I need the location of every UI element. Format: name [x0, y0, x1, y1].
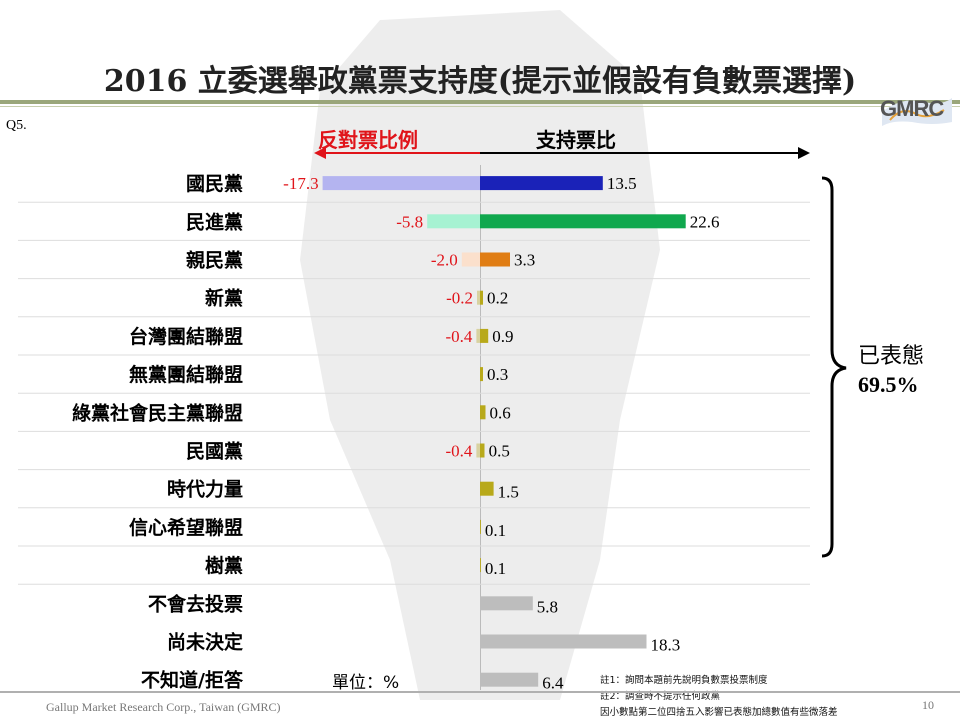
positive-bar	[480, 596, 533, 611]
negative-value-label: -0.4	[445, 327, 472, 346]
page-number: 10	[922, 698, 934, 712]
positive-bar	[480, 519, 481, 534]
positive-value-label: 3.3	[514, 251, 535, 270]
negative-value-label: -0.4	[445, 442, 472, 461]
positive-value-label: 0.9	[492, 327, 513, 346]
negative-bar	[476, 443, 480, 458]
positive-bar	[480, 176, 603, 191]
category-label: 尚未決定	[167, 631, 243, 654]
positive-bar	[480, 328, 489, 343]
positive-value-label: 13.5	[607, 174, 637, 193]
footer-rule	[0, 691, 960, 693]
negative-header: 反對票比例	[318, 128, 418, 152]
category-label: 台灣團結聯盟	[129, 325, 243, 348]
positive-bar	[480, 481, 494, 496]
negative-value-label: -5.8	[396, 212, 423, 231]
header-arrows	[314, 147, 810, 159]
positive-header: 支持票比	[536, 128, 616, 152]
footer-text: Gallup Market Research Corp., Taiwan (GM…	[46, 700, 281, 714]
category-label: 不會去投票	[148, 592, 243, 615]
negative-bar	[427, 214, 480, 229]
positive-bar	[480, 214, 686, 229]
group-value: 69.5%	[858, 372, 919, 397]
positive-value-label: 5.8	[537, 597, 558, 616]
gmrc-logo	[882, 98, 952, 126]
positive-bar	[480, 252, 510, 267]
positive-bar	[480, 443, 485, 458]
positive-value-label: 0.2	[487, 289, 508, 308]
category-label: 時代力量	[167, 478, 243, 501]
unit-label: 單位：%	[332, 673, 400, 693]
page-title: 2016 立委選舉政黨票支持度(提示並假設有負數票選擇)	[103, 64, 857, 99]
negative-bar	[461, 252, 480, 267]
negative-value-label: -17.3	[283, 174, 318, 193]
note-1: 註1：詢問本題前先說明負數票投票制度	[600, 675, 768, 686]
positive-value-label: 1.5	[498, 483, 519, 502]
positive-bar	[480, 367, 483, 382]
category-label: 無黨團結聯盟	[129, 363, 243, 386]
group-label: 已表態	[858, 344, 925, 369]
category-label: 新黨	[205, 287, 243, 310]
category-label: 綠黨社會民主黨聯盟	[72, 401, 243, 424]
category-label: 信心希望聯盟	[129, 516, 243, 539]
category-label: 親民黨	[186, 249, 243, 272]
positive-bar	[480, 634, 647, 649]
positive-bar	[480, 672, 539, 687]
title-underline	[0, 100, 960, 104]
negative-bar	[476, 328, 480, 343]
negative-value-label: -2.0	[431, 251, 458, 270]
note-2: 註2：調查時不提示任何政黨	[600, 691, 721, 702]
positive-bar	[480, 290, 483, 305]
positive-value-label: 0.6	[490, 403, 511, 422]
question-number: Q5.	[6, 118, 27, 133]
category-label: 民國黨	[186, 440, 243, 463]
positive-value-label: 0.1	[485, 559, 506, 578]
category-label: 樹黨	[205, 554, 243, 577]
positive-value-label: 0.5	[489, 442, 510, 461]
positive-value-label: 0.1	[485, 521, 506, 540]
negative-value-label: -0.2	[446, 289, 473, 308]
category-label: 不知道/拒答	[141, 669, 244, 692]
positive-value-label: 18.3	[651, 636, 681, 655]
positive-value-label: 6.4	[542, 674, 564, 693]
category-label: 國民黨	[186, 172, 243, 195]
note-3: 因小數點第二位四捨五入影響已表態加總數值有些微落差	[600, 707, 838, 718]
logo-text: GMRC	[880, 96, 944, 121]
positive-value-label: 22.6	[690, 212, 720, 231]
title-underline-thin	[0, 106, 960, 107]
positive-value-label: 0.3	[487, 365, 508, 384]
category-label: 民進黨	[186, 210, 243, 233]
negative-bar	[477, 290, 480, 305]
positive-bar	[480, 405, 486, 420]
positive-bar	[480, 558, 481, 573]
negative-bar	[322, 176, 480, 191]
group-brace	[821, 176, 847, 558]
